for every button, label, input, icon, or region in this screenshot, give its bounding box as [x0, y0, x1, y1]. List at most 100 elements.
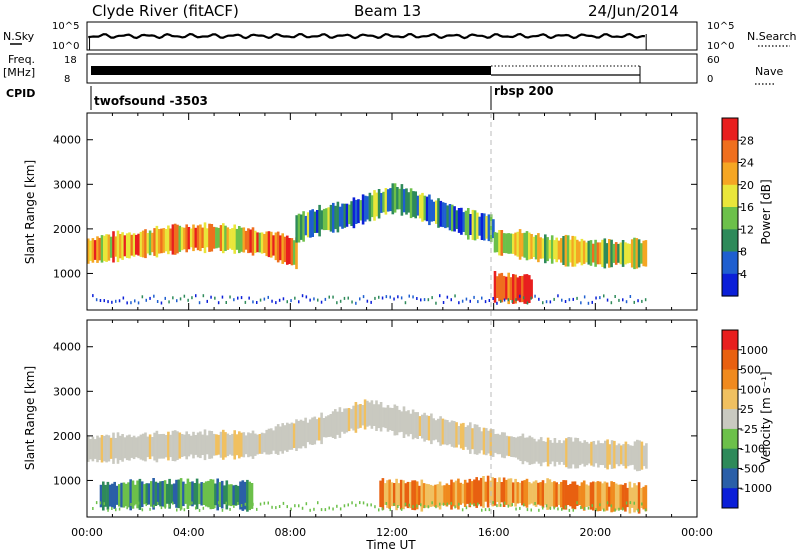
heat-cell: [381, 478, 385, 510]
heat-cell: [514, 232, 517, 256]
power-colorbar: 28 24 20 16 12 8 4: [721, 117, 754, 297]
heat-cell: [457, 208, 461, 233]
heat-cell: [583, 507, 586, 510]
heat-cell: [592, 243, 595, 263]
heat-cell: [550, 482, 554, 507]
heat-cell: [613, 440, 616, 469]
heat-cell: [500, 299, 502, 303]
heat-cell: [610, 301, 613, 305]
heat-cell: [274, 426, 278, 454]
heat-cell: [549, 300, 552, 304]
heat-cell: [455, 210, 459, 229]
heat-cell: [493, 271, 497, 303]
heat-cell: [343, 203, 347, 228]
heat-cell: [111, 483, 114, 508]
heat-cell: [630, 239, 634, 268]
heat-cell: [233, 504, 235, 508]
heat-cell: [189, 228, 193, 248]
heat-cell: [443, 485, 446, 506]
heat-cell: [279, 235, 282, 261]
heat-cell: [518, 229, 522, 260]
heat-cell: [103, 502, 105, 506]
heat-cell: [542, 441, 545, 463]
heat-cell: [393, 183, 397, 213]
heat-cell: [414, 412, 417, 438]
heat-cell: [432, 418, 435, 441]
heat-cell: [398, 188, 401, 210]
heat-cell: [435, 200, 438, 224]
heat-cell: [517, 436, 520, 460]
heat-cell: [137, 233, 140, 256]
heat-cell: [492, 501, 494, 505]
heat-cell: [126, 301, 128, 305]
heat-cell: [434, 420, 438, 440]
noise-right-tick-bottom: 10^0: [707, 41, 734, 52]
heat-cell: [568, 298, 571, 302]
heat-cell: [420, 503, 422, 507]
x-tick-label: 08:00: [274, 526, 306, 539]
heat-cell: [192, 224, 195, 252]
heat-cell: [466, 425, 470, 450]
heat-cell: [368, 402, 371, 426]
heat-cell: [215, 227, 218, 249]
heat-cell: [258, 232, 262, 253]
heat-cell: [91, 436, 95, 462]
heat-cell: [523, 232, 526, 258]
heat-cell: [564, 234, 568, 267]
heat-cell: [382, 407, 385, 428]
heat-cell: [362, 295, 365, 299]
heat-cell: [99, 501, 102, 505]
heat-cell: [168, 504, 170, 508]
heat-cell: [622, 507, 624, 511]
heat-cell: [185, 224, 188, 253]
heat-cell: [590, 441, 593, 466]
heat-cell: [192, 431, 195, 459]
heat-cell: [183, 294, 186, 298]
nsearch-label: N.Search: [747, 30, 797, 43]
heat-cell: [327, 415, 330, 437]
heat-cell: [407, 192, 411, 213]
heat-cell: [247, 432, 250, 458]
heat-cell: [553, 506, 555, 510]
velocity-axes: 1000 2000 3000 4000: [53, 320, 698, 517]
heat-cell: [603, 294, 605, 298]
heat-cell: [122, 482, 126, 508]
heat-cell: [148, 434, 152, 460]
heat-cell: [473, 210, 477, 241]
heat-cell: [571, 481, 574, 509]
heat-cell: [500, 482, 504, 503]
heat-cell: [528, 435, 532, 465]
colorbar-segment: [722, 118, 738, 141]
heat-cell: [235, 228, 239, 250]
heat-cell: [267, 231, 271, 258]
heat-cell: [514, 478, 517, 507]
heat-cell: [281, 233, 284, 264]
heat-cell: [423, 298, 426, 302]
heat-cell: [405, 411, 408, 435]
heat-cell: [545, 300, 548, 304]
beam-title: Beam 13: [354, 2, 421, 20]
heat-cell: [103, 299, 105, 303]
heat-cell: [246, 479, 249, 512]
heat-cell: [145, 298, 147, 302]
heat-cell: [544, 234, 547, 264]
heat-cell: [164, 296, 166, 300]
heat-cell: [219, 225, 223, 251]
heat-cell: [594, 444, 598, 464]
heat-cell: [631, 445, 634, 465]
heat-cell: [566, 485, 570, 505]
heat-cell: [598, 481, 602, 511]
heat-cell: [511, 503, 513, 507]
heat-cell: [173, 430, 177, 462]
heat-cell: [149, 507, 151, 511]
heat-cell: [507, 436, 511, 457]
heat-cell: [141, 230, 145, 258]
heat-cell: [171, 430, 175, 461]
heat-cell: [628, 243, 632, 263]
heat-cell: [628, 481, 632, 514]
heat-cell: [633, 300, 635, 304]
heat-cell: [370, 300, 372, 304]
heat-cell: [265, 231, 268, 257]
heat-cell: [500, 272, 504, 303]
heat-cell: [254, 433, 257, 456]
